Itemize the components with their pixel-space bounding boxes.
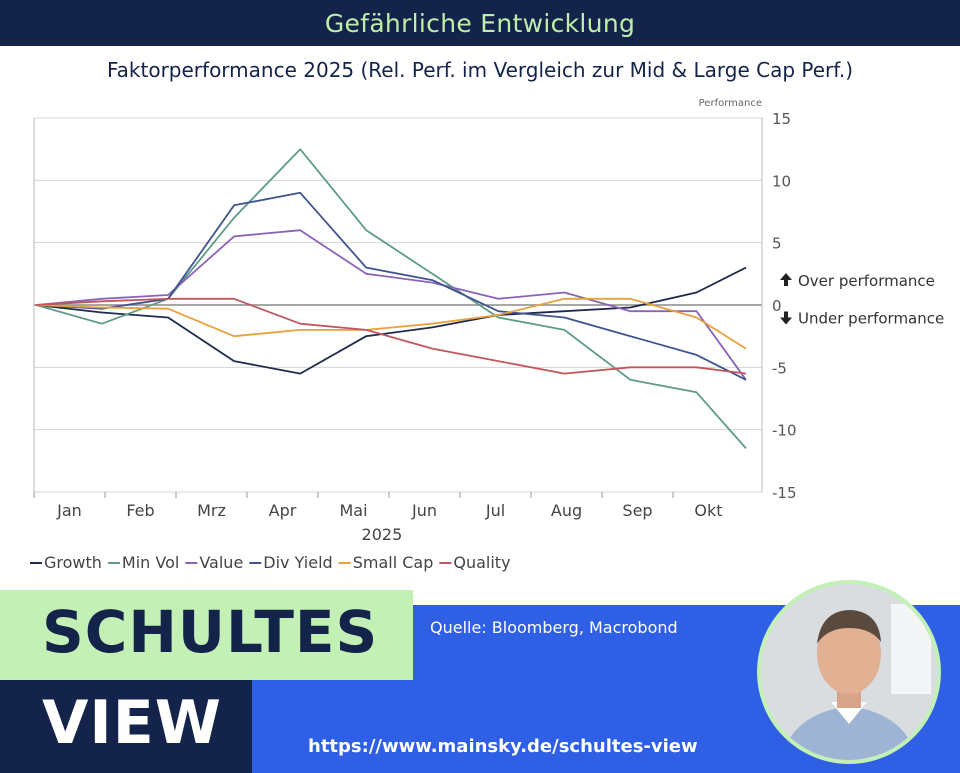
legend-entry: Value (199, 553, 243, 572)
x-tick-label: Jun (411, 501, 437, 520)
y-tick-label: -5 (772, 359, 787, 377)
brand-schultes: SCHULTES (0, 590, 413, 680)
x-tick-label: Jan (56, 501, 82, 520)
legend-entry: Small Cap (353, 553, 434, 572)
x-tick-label: Okt (694, 501, 722, 520)
y-tick-label: -10 (772, 422, 797, 440)
header-bar: Gefährliche Entwicklung (0, 0, 960, 46)
x-tick-label: Mrz (197, 501, 226, 520)
annotation-under: Under performance (798, 309, 944, 327)
x-tick-label: Mai (339, 501, 367, 520)
person-portrait-icon (761, 584, 937, 760)
series-line-growth (35, 266, 747, 375)
brand-view: VIEW (0, 680, 252, 773)
arrow-up-icon (780, 273, 792, 287)
series-line-value (35, 229, 747, 381)
x-tick-label: Feb (126, 501, 154, 520)
x-axis-label: 2025 (362, 525, 403, 544)
source-text: Quelle: Bloomberg, Macrobond (430, 618, 678, 637)
x-tick-label: Aug (551, 501, 582, 520)
y-tick-label: -15 (772, 484, 797, 502)
brand-schultes-text: SCHULTES (42, 598, 379, 666)
legend-entry: Min Vol (122, 553, 179, 572)
website-link[interactable]: https://www.mainsky.de/schultes-view (308, 736, 698, 757)
chart-title: Faktorperformance 2025 (Rel. Perf. im Ve… (107, 58, 853, 82)
author-avatar (757, 580, 941, 764)
factor-performance-chart: 15 10 5 0 -5 -10 -15 Performance Jan Feb Mrz Apr Mai… (30, 98, 944, 572)
y-axis-label: Performance (699, 98, 762, 109)
series-line-quality (35, 297, 747, 375)
series-line-small-cap (35, 297, 747, 350)
header-title: Gefährliche Entwicklung (324, 8, 636, 38)
brand-view-text: VIEW (42, 688, 222, 758)
x-tick-label: Sep (622, 501, 652, 520)
y-tick-label: 10 (772, 172, 791, 190)
y-tick-label: 0 (772, 297, 782, 315)
series-line-min-vol (35, 148, 747, 449)
series-line-div-yield (35, 191, 747, 381)
x-tick-label: Apr (269, 501, 297, 520)
legend-entry: Growth (44, 553, 102, 572)
annotation-over: Over performance (798, 272, 935, 290)
y-tick-label: 5 (772, 235, 782, 253)
x-tick-label: Jul (485, 501, 505, 520)
legend-entry: Quality (453, 553, 510, 572)
y-tick-label: 15 (772, 110, 791, 128)
legend-entry: Div Yield (263, 553, 332, 572)
arrow-down-icon (780, 311, 792, 325)
